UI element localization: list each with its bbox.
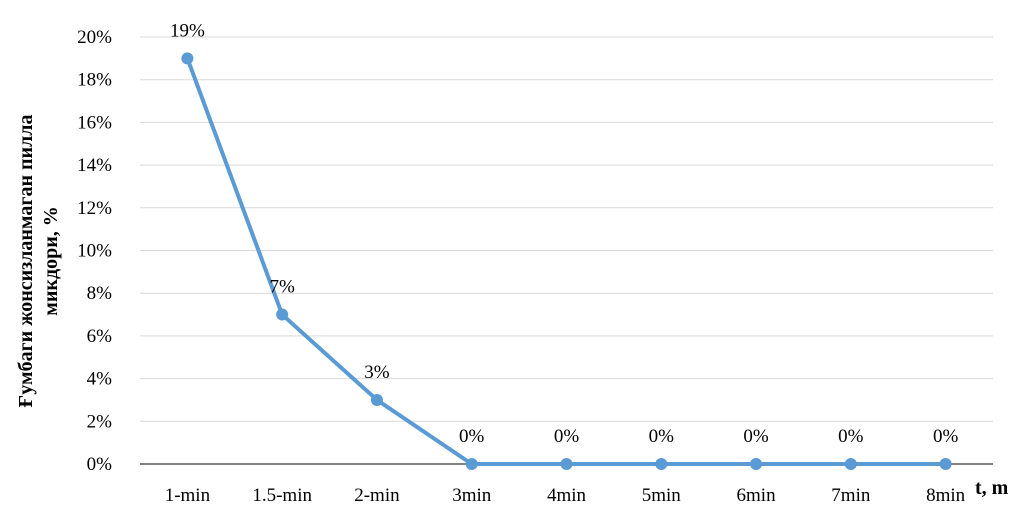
data-point: [465, 458, 478, 470]
y-tick-label: 8%: [87, 283, 113, 304]
data-label: 0%: [933, 426, 959, 447]
x-tick-label: 3min: [452, 485, 492, 506]
data-label: 0%: [459, 426, 485, 447]
series-line: [185, 57, 946, 466]
data-label: 19%: [170, 20, 205, 41]
x-tick-label: 5min: [642, 485, 682, 506]
data-label: 0%: [554, 426, 580, 447]
data-point: [370, 393, 383, 406]
data-label: 3%: [364, 362, 390, 383]
x-tick-label: 4min: [547, 485, 587, 506]
gridlines: [140, 36, 993, 422]
x-axis-ticks: 1-min 1.5-min 2-min 3min 4min 5min 6min 7min 8mi…: [165, 485, 966, 506]
x-tick-label: 2-min: [354, 485, 400, 506]
y-axis-title-line1: Ғумбаги жонсизланмаган пилла: [15, 115, 37, 408]
y-tick-label: 16%: [77, 112, 112, 133]
y-tick-label: 6%: [87, 326, 113, 347]
y-tick-label: 20%: [77, 27, 112, 48]
y-tick-label: 18%: [77, 70, 112, 91]
x-tick-label: 1.5-min: [252, 485, 312, 506]
y-tick-label: 2%: [87, 411, 113, 432]
data-point: [276, 308, 289, 321]
x-tick-label: 1-min: [165, 485, 211, 506]
x-tick-label: 8min: [926, 485, 966, 506]
y-tick-label: 10%: [77, 241, 112, 262]
x-axis-title: t, m: [975, 477, 1009, 499]
y-axis-ticks: 0% 2% 4% 6% 8% 10% 12% 14% 16% 18% 20%: [77, 27, 112, 475]
data-point: [181, 52, 194, 65]
x-tick-label: 7min: [831, 485, 871, 506]
data-points: [181, 52, 952, 470]
y-tick-label: 14%: [77, 155, 112, 176]
data-point: [560, 458, 573, 470]
data-label: 0%: [649, 426, 675, 447]
data-label: 7%: [270, 277, 296, 298]
data-label: 0%: [743, 426, 769, 447]
data-point: [655, 458, 668, 470]
y-tick-label: 12%: [77, 198, 112, 219]
x-tick-label: 6min: [737, 485, 777, 506]
y-tick-label: 4%: [87, 369, 113, 390]
y-tick-label: 0%: [87, 454, 113, 475]
data-point: [939, 458, 952, 470]
y-axis-title-line2: микдори, %: [40, 206, 62, 315]
data-point: [844, 458, 857, 470]
data-point: [750, 458, 763, 470]
data-label: 0%: [838, 426, 864, 447]
data-labels: 19% 7% 3% 0% 0% 0% 0% 0% 0%: [170, 20, 958, 447]
